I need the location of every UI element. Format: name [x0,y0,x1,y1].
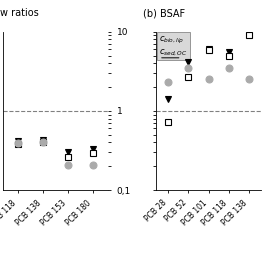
Text: $c_{bio,lip}$
$c_{sed,OC}$: $c_{bio,lip}$ $c_{sed,OC}$ [159,35,188,58]
Text: (b) BSAF: (b) BSAF [143,8,185,18]
Text: w ratios: w ratios [0,8,39,18]
